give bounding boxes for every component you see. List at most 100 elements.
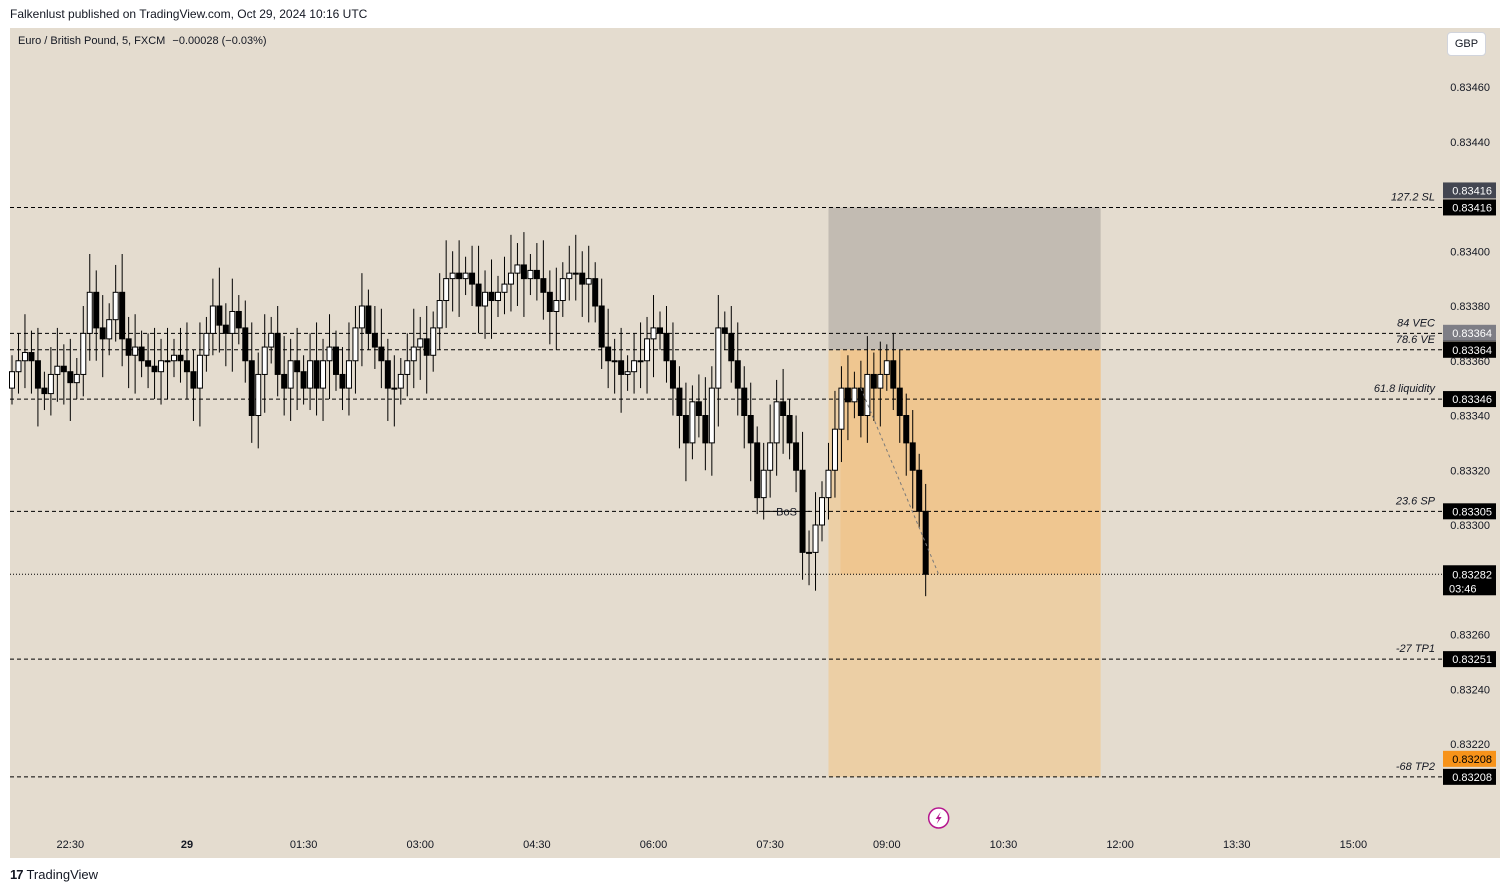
candle-body [28, 352, 35, 362]
candle-body [196, 354, 203, 389]
candle-body [721, 327, 728, 334]
candle-body [916, 469, 923, 512]
candle-body [773, 401, 780, 444]
candle-body [864, 373, 871, 416]
lightning-icon-bolt [935, 812, 942, 824]
candle-body [579, 272, 586, 285]
candle-body [384, 360, 391, 389]
projection-line [860, 387, 940, 575]
candle-body [618, 360, 625, 375]
publish-info: Falkenlust published on TradingView.com,… [10, 7, 368, 21]
candle-body [585, 278, 592, 285]
tp2-price-tag-bg [1443, 750, 1496, 767]
candle-body [767, 442, 774, 471]
y-tick-label: 0.83360 [1450, 356, 1490, 368]
candle-body [248, 360, 255, 416]
candle-body [631, 360, 638, 373]
currency-button[interactable]: GBP [1447, 32, 1486, 56]
candle-body [410, 346, 417, 362]
candle-body [611, 360, 618, 363]
candle-body [132, 346, 139, 356]
candle-body [812, 524, 819, 553]
candle-body [896, 387, 903, 416]
level-label: 78.6 VE [1396, 334, 1436, 346]
candle-body [780, 401, 787, 416]
candle-body [371, 332, 378, 348]
sl-price-tag: 0.83416 [1452, 185, 1492, 197]
candle-body [15, 360, 22, 373]
candle-body [559, 278, 566, 302]
countdown-label: 03:46 [1449, 583, 1477, 595]
candle-body [741, 387, 748, 416]
candle-body [119, 291, 126, 340]
candle-body [34, 360, 41, 389]
candle-body [67, 371, 74, 384]
x-tick-label: 09:00 [873, 839, 901, 851]
y-tick-label: 0.83460 [1450, 82, 1490, 94]
candle-body [378, 346, 385, 362]
candle-body [300, 371, 307, 389]
y-tick-label: 0.83340 [1450, 411, 1490, 423]
candle-body [190, 371, 197, 389]
level-price-tag-bg [1443, 199, 1496, 216]
candle-body [274, 332, 281, 375]
candle-body [520, 264, 527, 280]
candle-body [21, 352, 28, 362]
footer-brand[interactable]: 17 TradingView [10, 867, 98, 882]
x-tick-label: 29 [181, 839, 193, 851]
candle-body [682, 415, 689, 444]
level-label: 84 VEC [1397, 317, 1435, 329]
candle-body [637, 360, 644, 363]
candle-body [209, 305, 216, 334]
candle-body [138, 346, 145, 362]
x-tick-label: 04:30 [523, 839, 551, 851]
x-tick-label: 06:00 [640, 839, 668, 851]
candle-body [41, 387, 48, 395]
candle-body [572, 272, 579, 275]
candle-body [689, 401, 696, 444]
ve-price-tag-bg [1443, 324, 1496, 341]
level-label: -68 TP2 [1396, 761, 1435, 773]
candle-body [430, 327, 437, 356]
level-label: 61.8 liquidity [1374, 383, 1437, 395]
level-label: -27 TP1 [1396, 643, 1435, 655]
level-price-tag: 0.83416 [1452, 202, 1492, 214]
candle-body [825, 469, 832, 499]
ve-price-tag: 0.83364 [1452, 328, 1492, 340]
bos-label: BoS [776, 506, 797, 518]
candle-body [734, 360, 741, 389]
candle-body [391, 387, 398, 390]
candle-body [171, 354, 177, 362]
candle-body [229, 310, 236, 334]
level-price-tag-bg [1443, 341, 1496, 358]
candle-body [358, 305, 365, 329]
candle-body [404, 360, 411, 375]
y-tick-label: 0.83240 [1450, 684, 1490, 696]
candle-body [793, 442, 800, 471]
candle-body [456, 272, 463, 280]
tp2-price-tag: 0.83208 [1452, 754, 1492, 766]
candle-body [702, 415, 709, 444]
candle-body [54, 365, 61, 375]
symbol-name: Euro / British Pound, 5, FXCM [18, 35, 166, 47]
level-price-tag-bg [1443, 651, 1496, 668]
x-tick-label: 03:00 [406, 839, 434, 851]
x-tick-label: 01:30 [290, 839, 318, 851]
x-tick-label: 10:30 [990, 839, 1018, 851]
candle-body [313, 360, 320, 389]
candle-body [527, 269, 534, 280]
candle-body [605, 346, 612, 362]
candle-body [397, 373, 404, 389]
candle-body [80, 332, 87, 375]
current-price-tag: 0.83282 [1452, 569, 1492, 581]
candle-body [890, 360, 897, 389]
level-price-tag: 0.83305 [1452, 506, 1492, 518]
candle-body [242, 327, 249, 362]
candle-body [151, 365, 158, 373]
candle-body [708, 387, 715, 444]
x-tick-label: 13:30 [1223, 839, 1251, 851]
candle-body [844, 387, 851, 403]
candle-body [417, 338, 424, 348]
candle-body [9, 371, 15, 389]
